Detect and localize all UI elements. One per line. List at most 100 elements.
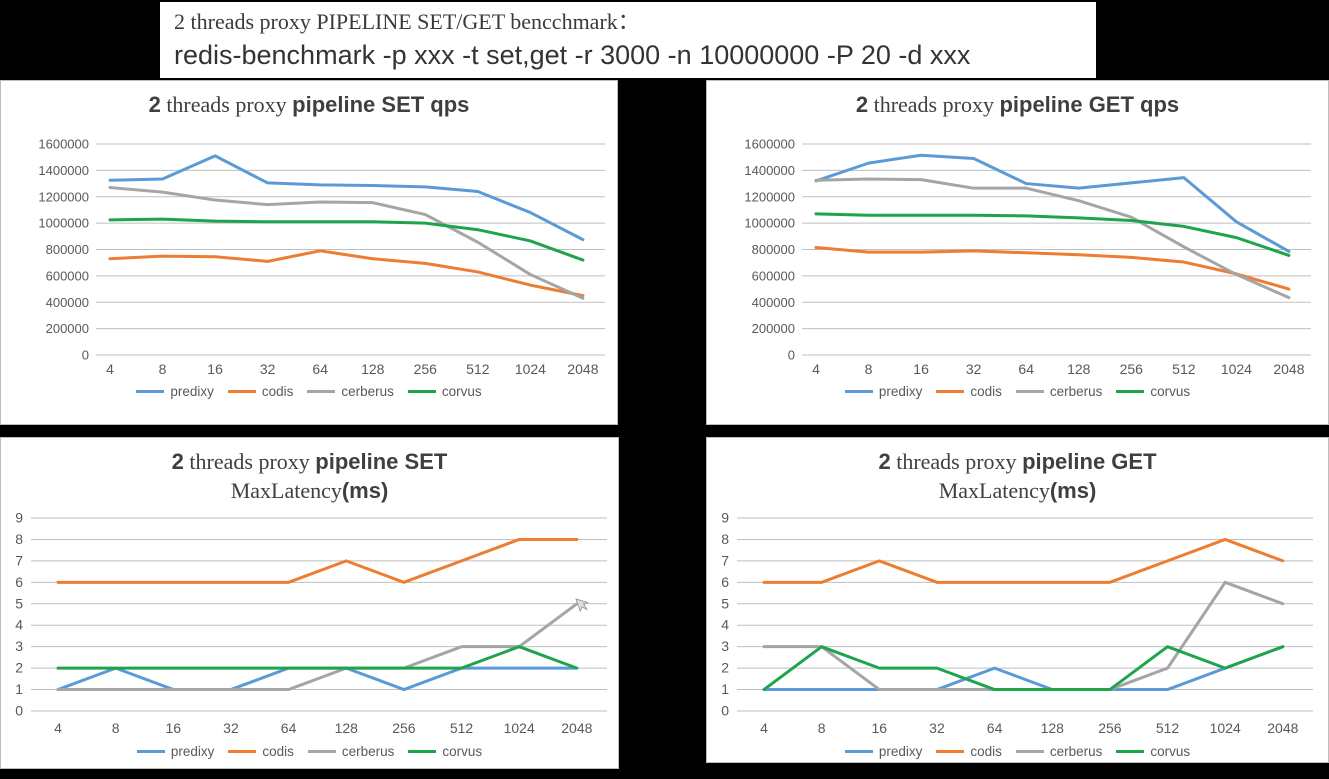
legend-item-corvus: corvus — [407, 384, 482, 399]
legend-swatch-corvus — [1116, 750, 1145, 753]
line-chart-get-maxlatency: 0 1 2 3 4 5 6 7 8 9 4 8 16 32 64 128 256 512 1024 2048 — [721, 510, 1313, 736]
legend-item-corvus: corvus — [408, 744, 482, 759]
x-axis-tick-label: 32 — [929, 720, 945, 736]
legend-swatch-codis — [227, 390, 256, 393]
chart-subtitle-serif: MaxLatency — [230, 477, 342, 503]
y-axis-tick-label: 1000000 — [38, 216, 89, 231]
y-axis-tick-label: 1600000 — [38, 137, 89, 152]
y-axis-tick-label: 1 — [15, 681, 23, 697]
y-axis-tick-label: 600000 — [752, 268, 795, 283]
x-axis-tick-label: 32 — [966, 361, 982, 377]
chart-title-bold: pipeline GET qps — [999, 92, 1180, 117]
legend-item-cerberus: cerberus — [1015, 384, 1103, 399]
x-axis-tick-label: 128 — [1041, 720, 1065, 736]
y-axis-tick-label: 6 — [15, 574, 23, 590]
series-line-cerberus — [762, 580, 1285, 692]
x-axis-tick-label: 4 — [812, 361, 820, 377]
line-chart-set-qps: 0 200000 400000 600000 800000 1000000 1200000 1… — [38, 137, 605, 377]
y-axis-tick-label: 3 — [15, 638, 23, 654]
y-axis-tick-label: 8 — [15, 531, 23, 547]
y-axis-tick-label: 7 — [721, 552, 729, 568]
legend-label-predixy: predixy — [170, 744, 215, 759]
y-axis-tick-label: 5 — [15, 595, 23, 611]
chart-panel-get-maxlatency: 2 threads proxy pipeline GET MaxLatency(… — [706, 437, 1329, 763]
y-axis-tick-label: 4 — [721, 617, 729, 633]
legend-item-cerberus: cerberus — [1015, 744, 1102, 759]
x-axis-tick-label: 1024 — [515, 361, 546, 377]
legend-swatch-codis — [936, 750, 965, 753]
x-axis-tick-label: 256 — [414, 361, 438, 377]
x-axis-tick-label: 64 — [987, 720, 1003, 736]
line-chart-get-qps: 0 200000 400000 600000 800000 1000000 1200000 1… — [744, 137, 1311, 377]
legend-label-cerberus: cerberus — [1049, 384, 1103, 399]
chart-subtitle-bold: (ms) — [341, 477, 389, 503]
series-line-predixy — [814, 153, 1291, 253]
legend-label-corvus: corvus — [1150, 744, 1191, 759]
y-axis-tick-label: 800000 — [752, 242, 795, 257]
x-axis-tick-label: 512 — [1156, 720, 1180, 736]
legend-item-cerberus: cerberus — [307, 744, 394, 759]
legend-label-codis: codis — [261, 384, 294, 399]
y-axis-tick-label: 9 — [721, 510, 729, 526]
x-axis-tick-label: 8 — [865, 361, 873, 377]
y-axis-tick-label: 200000 — [752, 321, 795, 336]
legend-swatch-predixy — [844, 750, 873, 753]
y-axis-tick-label: 5 — [721, 595, 729, 611]
legend-label-corvus: corvus — [442, 744, 483, 759]
chart-title-set-qps: 2 threads proxy pipeline SET qps — [1, 91, 617, 120]
legend-swatch-cerberus — [1015, 750, 1044, 753]
x-axis-tick-label: 16 — [913, 361, 929, 377]
series-line-corvus — [814, 212, 1291, 257]
chart-legend-get-maxlatency: predixy codis cerberus corvus — [707, 744, 1328, 759]
line-chart-set-maxlatency: 0 1 2 3 4 5 6 7 8 9 4 8 16 32 64 128 256 512 1024 2048 — [15, 510, 607, 736]
x-axis-tick-label: 8 — [112, 720, 120, 736]
y-axis-tick-label: 2 — [721, 660, 729, 676]
x-axis-tick-label: 2048 — [567, 361, 598, 377]
series-line-cerberus — [108, 186, 585, 300]
legend-swatch-cerberus — [307, 390, 336, 393]
y-axis-tick-label: 6 — [721, 574, 729, 590]
x-axis-tick-label: 128 — [1067, 361, 1091, 377]
x-axis-tick-label: 4 — [760, 720, 768, 736]
chart-title-set-maxlatency: 2 threads proxy pipeline SET MaxLatency(… — [1, 448, 618, 505]
x-axis-tick-label: 64 — [1018, 361, 1034, 377]
y-axis-tick-label: 400000 — [46, 295, 89, 310]
legend-label-codis: codis — [970, 384, 1002, 399]
series-line-codis — [56, 537, 579, 584]
legend-label-predixy: predixy — [878, 384, 923, 399]
chart-title-get-maxlatency: 2 threads proxy pipeline GET MaxLatency(… — [707, 448, 1328, 505]
legend-swatch-cerberus — [1015, 390, 1044, 393]
legend-label-corvus: corvus — [1150, 384, 1191, 399]
y-axis-tick-label: 0 — [721, 703, 729, 719]
y-axis-tick-label: 8 — [721, 531, 729, 547]
legend-item-predixy: predixy — [844, 384, 923, 399]
y-axis-tick-label: 800000 — [46, 242, 89, 257]
legend-item-predixy: predixy — [136, 384, 214, 399]
legend-label-predixy: predixy — [170, 384, 214, 399]
chart-panel-set-qps: 2 threads proxy pipeline SET qps 0 200000… — [0, 80, 618, 425]
legend-item-cerberus: cerberus — [307, 384, 394, 399]
legend-swatch-predixy — [844, 390, 873, 393]
chart-subtitle-serif: MaxLatency — [938, 477, 1050, 503]
y-axis-tick-label: 1200000 — [744, 189, 795, 204]
legend-swatch-cerberus — [307, 750, 336, 753]
x-axis-tick-label: 256 — [1120, 361, 1144, 377]
x-axis-tick-label: 16 — [872, 720, 888, 736]
chart-legend-get-qps: predixy codis cerberus corvus — [707, 384, 1328, 399]
chart-title-bold: pipeline GET — [1022, 449, 1157, 474]
y-axis-tick-label: 400000 — [752, 295, 795, 310]
legend-item-corvus: corvus — [1116, 384, 1190, 399]
legend-item-predixy: predixy — [136, 744, 215, 759]
x-axis-tick-label: 2048 — [1273, 361, 1304, 377]
x-axis-tick-label: 128 — [361, 361, 385, 377]
y-axis-tick-label: 7 — [15, 552, 23, 568]
legend-swatch-predixy — [136, 750, 165, 753]
mouse-cursor — [575, 598, 589, 613]
legend-item-corvus: corvus — [1116, 744, 1190, 759]
x-axis-tick-label: 2048 — [561, 720, 592, 736]
legend-swatch-codis — [936, 390, 965, 393]
y-axis-tick-label: 0 — [15, 703, 23, 719]
y-axis-tick-label: 2 — [15, 660, 23, 676]
legend-swatch-corvus — [407, 390, 436, 393]
y-axis-tick-label: 1600000 — [744, 137, 795, 152]
